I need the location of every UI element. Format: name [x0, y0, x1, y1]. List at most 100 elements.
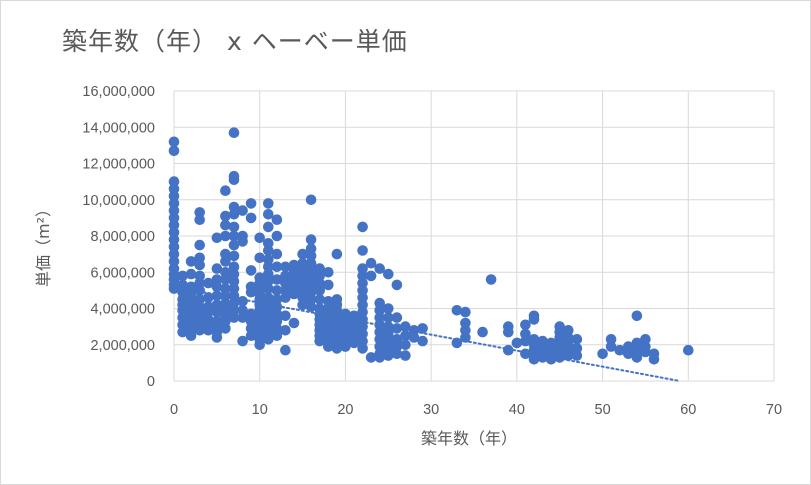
data-point: [271, 248, 283, 260]
data-point: [297, 248, 308, 260]
data-point: [194, 294, 205, 305]
data-point: [563, 332, 574, 343]
data-point: [211, 306, 223, 318]
data-point: [168, 205, 180, 216]
data-point: [314, 294, 326, 305]
data-point: [357, 277, 368, 289]
data-point: [417, 323, 428, 334]
data-point: [245, 308, 257, 320]
data-point: [237, 305, 248, 316]
x-tick-label: 50: [595, 402, 611, 418]
data-point: [245, 286, 257, 298]
data-point: [168, 145, 180, 157]
data-point: [357, 292, 368, 303]
data-point: [220, 256, 231, 267]
data-point: [263, 292, 274, 303]
data-point: [631, 352, 643, 363]
data-point: [365, 270, 377, 282]
data-point: [374, 352, 386, 363]
data-point: [220, 303, 231, 314]
data-point: [185, 330, 197, 342]
data-point: [297, 299, 308, 311]
data-point: [417, 335, 428, 347]
data-point: [357, 221, 368, 233]
y-tick-label: 10,000,000: [82, 193, 155, 209]
data-point: [305, 234, 317, 245]
data-point: [203, 292, 214, 303]
data-point: [571, 334, 583, 345]
data-point: [194, 239, 205, 251]
data-point: [263, 334, 274, 345]
data-point: [323, 279, 334, 291]
data-point: [245, 265, 257, 276]
data-point: [271, 230, 283, 242]
data-point: [314, 335, 326, 347]
data-point: [331, 343, 343, 354]
data-point: [383, 303, 394, 314]
data-point: [460, 332, 471, 343]
data-point: [348, 337, 360, 349]
data-point: [263, 245, 274, 256]
data-point: [263, 261, 274, 273]
data-point: [185, 256, 197, 267]
data-point: [194, 277, 205, 289]
data-point: [288, 288, 300, 300]
data-point: [640, 346, 651, 358]
data-point: [288, 274, 300, 285]
data-point: [228, 312, 240, 323]
data-point: [185, 317, 197, 329]
data-point: [400, 339, 411, 351]
data-point: [648, 354, 660, 365]
y-tick-label: 8,000,000: [90, 229, 155, 245]
data-point: [228, 209, 240, 220]
data-point: [220, 230, 231, 242]
data-point: [528, 314, 540, 325]
data-points: [168, 127, 694, 365]
data-point: [485, 274, 497, 285]
data-point: [263, 221, 274, 233]
x-tick-label: 0: [170, 402, 178, 418]
data-point: [228, 174, 240, 186]
data-point: [305, 194, 317, 206]
data-point: [314, 277, 326, 289]
data-point: [185, 268, 197, 280]
data-point: [305, 265, 317, 276]
data-point: [374, 305, 386, 316]
data-point: [288, 317, 300, 329]
data-point: [357, 263, 368, 274]
data-point: [597, 348, 608, 360]
data-point: [528, 354, 540, 365]
data-point: [168, 234, 180, 245]
data-point: [605, 341, 617, 352]
data-point: [220, 248, 231, 260]
data-point: [323, 303, 334, 314]
y-tick-labels: 0 2,000,000 4,000,000 6,000,000 8,000,000 10,…: [82, 84, 155, 390]
data-point: [511, 337, 523, 349]
data-point: [203, 277, 214, 289]
data-point: [211, 281, 223, 293]
data-point: [245, 212, 257, 224]
data-point: [237, 335, 248, 347]
data-point: [374, 334, 386, 345]
data-point: [305, 250, 317, 262]
y-tick-label: 6,000,000: [90, 265, 155, 281]
data-point: [374, 263, 386, 274]
data-point: [280, 325, 291, 336]
data-point: [683, 344, 694, 356]
data-point: [280, 310, 291, 322]
data-point: [631, 310, 643, 322]
data-point: [211, 263, 223, 274]
data-point: [520, 335, 531, 347]
data-point: [220, 274, 231, 285]
data-point: [211, 290, 223, 302]
data-point: [383, 312, 394, 323]
data-point: [228, 290, 240, 302]
data-point: [460, 317, 471, 329]
data-point: [194, 325, 205, 336]
data-point: [357, 343, 368, 354]
data-point: [408, 332, 420, 343]
data-point: [271, 330, 283, 342]
data-point: [297, 277, 308, 289]
data-point: [271, 308, 283, 320]
data-point: [314, 285, 326, 296]
